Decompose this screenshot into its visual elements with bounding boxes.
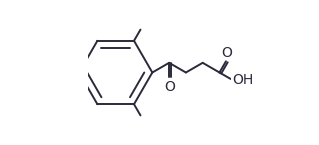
Text: O: O xyxy=(165,80,175,94)
Text: OH: OH xyxy=(232,73,253,87)
Text: O: O xyxy=(222,46,233,60)
